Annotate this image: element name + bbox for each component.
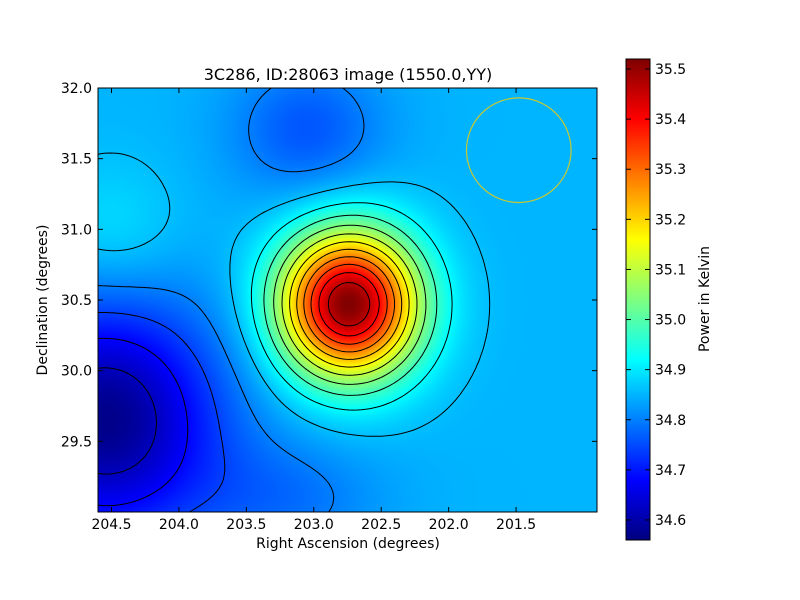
contour-line <box>289 241 410 368</box>
contour-line <box>98 337 189 507</box>
x-axis: 204.5 204.0 203.5 203.0 202.5 202.0 201.5 <box>91 88 536 533</box>
colorbar-gradient <box>625 58 651 541</box>
colorbar: 34.6 34.7 34.8 34.9 35.0 35.1 35.2 35.3 35.4 35.5… <box>625 58 713 541</box>
contour-line <box>273 224 427 385</box>
y-tick-label: 29.5 <box>61 434 92 450</box>
colorbar-ticks: 34.6 34.7 34.8 34.9 35.0 35.1 35.2 35.3 35.4 35.5 <box>626 62 686 529</box>
colorbar-label: Power in Kelvin <box>697 246 713 352</box>
contour-line <box>98 88 365 512</box>
colorbar-tick-label: 35.4 <box>655 112 686 128</box>
contour-line <box>327 282 371 327</box>
contour-line <box>296 248 403 360</box>
colorbar-tick-label: 35.5 <box>655 62 686 78</box>
x-tick-label: 201.5 <box>496 517 536 533</box>
x-tick-label: 202.5 <box>361 517 401 533</box>
chart-title: 3C286, ID:28063 image (1550.0,YY) <box>204 65 493 84</box>
colorbar-tick-label: 34.6 <box>655 513 686 529</box>
contour-line <box>263 214 438 396</box>
colorbar-tick-label: 35.0 <box>655 313 686 329</box>
x-tick-label: 203.0 <box>294 517 334 533</box>
colorbar-tick-label: 35.2 <box>655 212 686 228</box>
colorbar-tick-label: 34.7 <box>655 463 686 479</box>
x-tick-label: 203.5 <box>226 517 266 533</box>
colorbar-tick-label: 35.1 <box>655 262 686 278</box>
colorbar-tick-label: 34.9 <box>655 363 686 379</box>
y-axis-label: Declination (degrees) <box>35 225 51 376</box>
contour-lines <box>98 88 491 512</box>
contour-line <box>98 312 226 512</box>
x-tick-label: 202.0 <box>429 517 469 533</box>
contour-line <box>98 152 491 437</box>
contour-line <box>310 263 388 345</box>
heatmap-image <box>98 88 597 512</box>
y-axis: 29.5 30.0 30.5 31.0 31.5 32.0 <box>61 81 597 450</box>
contour-line <box>318 272 380 337</box>
y-tick-label: 30.5 <box>61 293 92 309</box>
contour-line <box>98 367 157 475</box>
contour-line <box>250 202 453 411</box>
x-tick-label: 204.5 <box>91 517 131 533</box>
colorbar-tick-label: 35.3 <box>655 162 686 178</box>
heatmap-plot <box>97 87 598 513</box>
x-tick-label: 204.0 <box>159 517 199 533</box>
y-tick-label: 30.0 <box>61 364 92 380</box>
y-tick-label: 32.0 <box>61 81 92 97</box>
beam-circle <box>465 97 572 204</box>
contour-line <box>303 256 395 353</box>
y-tick-label: 31.0 <box>61 222 92 238</box>
colorbar-tick-label: 34.8 <box>655 413 686 429</box>
contour-line <box>281 233 418 376</box>
y-tick-label: 31.5 <box>61 152 92 168</box>
x-axis-label: Right Ascension (degrees) <box>256 536 440 552</box>
